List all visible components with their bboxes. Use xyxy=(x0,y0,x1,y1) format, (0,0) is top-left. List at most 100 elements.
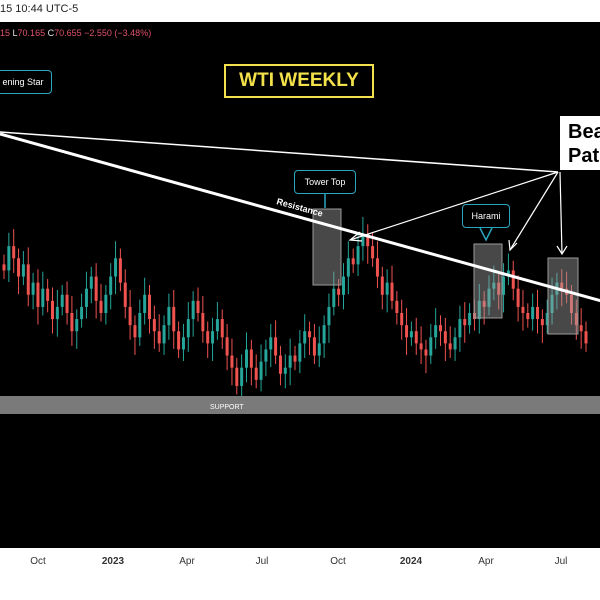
candle-body xyxy=(385,282,389,295)
resistance-line xyxy=(0,132,600,303)
candle-body xyxy=(579,325,583,332)
candle-body xyxy=(41,288,45,307)
candle-body xyxy=(448,343,452,350)
candle-body xyxy=(409,331,413,338)
arrow-to-bearish xyxy=(559,171,563,255)
candle-body xyxy=(215,319,219,332)
candle-body xyxy=(400,313,404,326)
candle-body xyxy=(317,343,321,356)
candle-body xyxy=(17,258,21,277)
candle-body xyxy=(303,331,307,344)
candle-body xyxy=(201,313,205,332)
ohlc-readout: 15 L70.165 C70.655 −2.550 (−3.48%) xyxy=(0,28,151,38)
candle-body xyxy=(424,349,428,356)
candle-body xyxy=(225,337,229,356)
candle-body xyxy=(128,306,132,326)
candle-body xyxy=(506,270,510,277)
harami-callout[interactable]: Harami xyxy=(462,204,510,228)
candle-body xyxy=(264,349,268,362)
candle-body xyxy=(526,313,530,320)
x-tick-label: Jul xyxy=(554,556,568,567)
candle-body xyxy=(65,294,69,313)
candle-body xyxy=(477,300,481,320)
candle-body xyxy=(7,246,11,271)
candle-body xyxy=(70,313,74,332)
candle-body xyxy=(531,306,535,320)
candle-body xyxy=(342,276,345,295)
candle-body xyxy=(278,355,282,374)
x-tick-label: Oct xyxy=(30,556,46,567)
candle-body xyxy=(162,325,166,344)
candle-body xyxy=(434,325,438,338)
candle-body xyxy=(55,306,59,320)
candle-body xyxy=(419,343,423,350)
candle-body xyxy=(429,337,433,356)
ohlc-open-fragment: 15 xyxy=(0,28,11,38)
candle-body xyxy=(380,276,384,295)
candle-body xyxy=(186,319,190,338)
bearish-patterns-box: Bea Pat xyxy=(558,114,600,172)
candle-body xyxy=(439,325,442,332)
candle-body xyxy=(109,276,113,295)
candle-body xyxy=(346,258,350,277)
candle-body xyxy=(497,282,501,295)
chart-title: WTI WEEKLY xyxy=(224,64,374,98)
candle-body xyxy=(482,300,486,307)
candle-body xyxy=(211,331,215,344)
candle-body xyxy=(118,258,122,283)
candle-body xyxy=(191,300,195,320)
candle-body xyxy=(138,313,142,338)
candle-body xyxy=(550,294,554,313)
x-tick-label: Oct xyxy=(330,556,346,567)
candlestick-plot[interactable]: SUPPORT Resistance xyxy=(0,22,600,570)
candle-body xyxy=(443,331,447,344)
candle-body xyxy=(395,300,399,313)
candle-body xyxy=(230,355,234,368)
evening-star-callout[interactable]: ening Star xyxy=(0,70,52,94)
x-tick-label: 2023 xyxy=(101,556,125,567)
candle-body xyxy=(351,258,355,265)
candle-body xyxy=(574,313,578,326)
arrow-to-harami xyxy=(509,171,559,251)
candle-body xyxy=(196,300,200,313)
candle-body xyxy=(114,258,118,277)
arrowhead xyxy=(556,245,568,256)
candle-body xyxy=(123,282,127,307)
candle-body xyxy=(75,319,79,332)
candle-body xyxy=(560,282,564,289)
candle-body xyxy=(584,331,588,344)
candle-body xyxy=(2,264,6,271)
candle-body xyxy=(104,294,108,313)
candle-body xyxy=(172,306,176,332)
candle-body xyxy=(133,325,137,338)
bearish-text-line1: Bea xyxy=(568,121,600,143)
candle-body xyxy=(181,337,185,350)
candle-body xyxy=(366,234,370,247)
candle-body xyxy=(235,367,239,386)
candle-body xyxy=(148,294,151,320)
candle-body xyxy=(414,331,418,344)
candle-body xyxy=(308,331,312,338)
candle-body xyxy=(458,319,462,338)
candle-body xyxy=(337,288,341,295)
candle-body xyxy=(206,331,210,344)
candle-body xyxy=(143,294,147,313)
candle-body xyxy=(26,264,30,295)
candle-body xyxy=(152,319,156,332)
support-label: SUPPORT xyxy=(210,404,244,411)
candle-body xyxy=(298,343,302,362)
x-tick-label: Jul xyxy=(255,556,269,567)
candle-body xyxy=(468,313,472,326)
resistance-label: Resistance xyxy=(275,196,323,218)
candle-body xyxy=(540,319,544,326)
tower-top-highlight xyxy=(312,208,342,286)
x-axis xyxy=(0,548,600,578)
x-tick-label: Apr xyxy=(179,556,195,567)
tower-top-callout[interactable]: Tower Top xyxy=(294,170,356,194)
candle-body xyxy=(21,264,25,277)
candle-body xyxy=(157,331,161,344)
status-bar: 15 10:44 UTC-5 xyxy=(0,0,600,22)
chart-area[interactable]: SUPPORT Resistance 15 L70.165 C70.655 −2.… xyxy=(0,22,600,570)
x-tick-label: Apr xyxy=(478,556,494,567)
ohlc-change: −2.550 (−3.48%) xyxy=(84,28,152,38)
